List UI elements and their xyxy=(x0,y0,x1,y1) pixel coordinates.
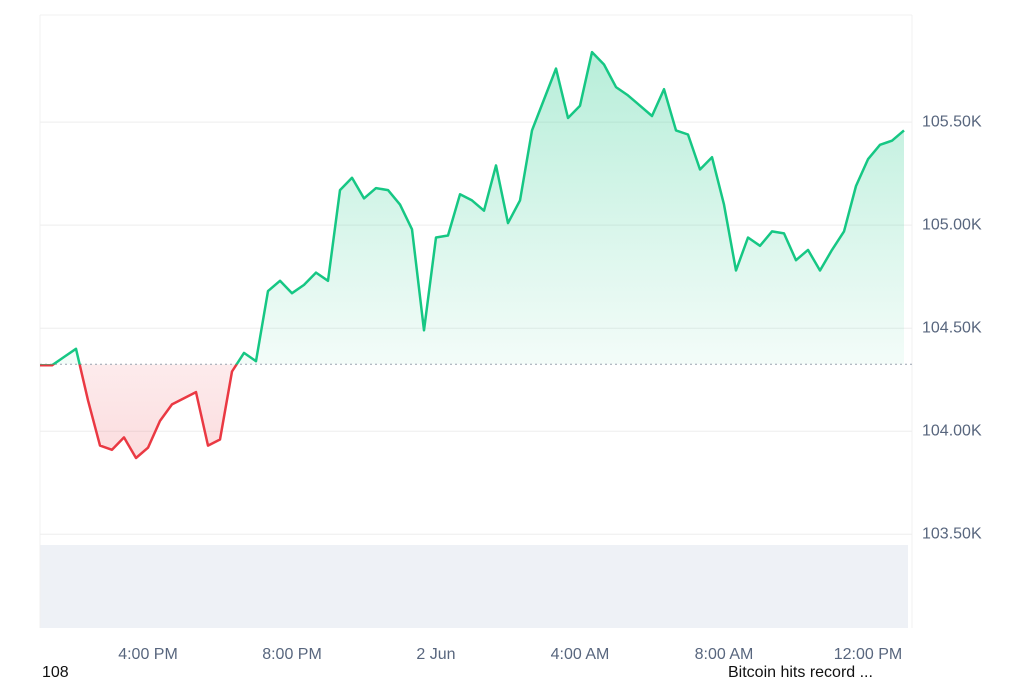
y-tick-label: 105.00K xyxy=(922,216,982,233)
x-tick-label: 12:00 PM xyxy=(834,646,902,663)
area xyxy=(40,52,904,458)
price-line xyxy=(40,50,905,460)
x-tick-label: 4:00 AM xyxy=(551,646,610,663)
y-tick-label: 104.00K xyxy=(922,422,982,439)
y-tick-label: 104.50K xyxy=(922,319,982,336)
x-tick-label: 2 Jun xyxy=(416,646,455,663)
footer-left: 108 xyxy=(42,664,69,681)
footer-right: Bitcoin hits record ... xyxy=(728,664,873,681)
volume-area xyxy=(40,545,908,628)
x-tick-label: 8:00 AM xyxy=(695,646,754,663)
x-tick-label: 4:00 PM xyxy=(118,646,178,663)
y-tick-label: 105.50K xyxy=(922,113,982,130)
y-tick-label: 103.50K xyxy=(922,525,982,542)
x-tick-label: 8:00 PM xyxy=(262,646,322,663)
